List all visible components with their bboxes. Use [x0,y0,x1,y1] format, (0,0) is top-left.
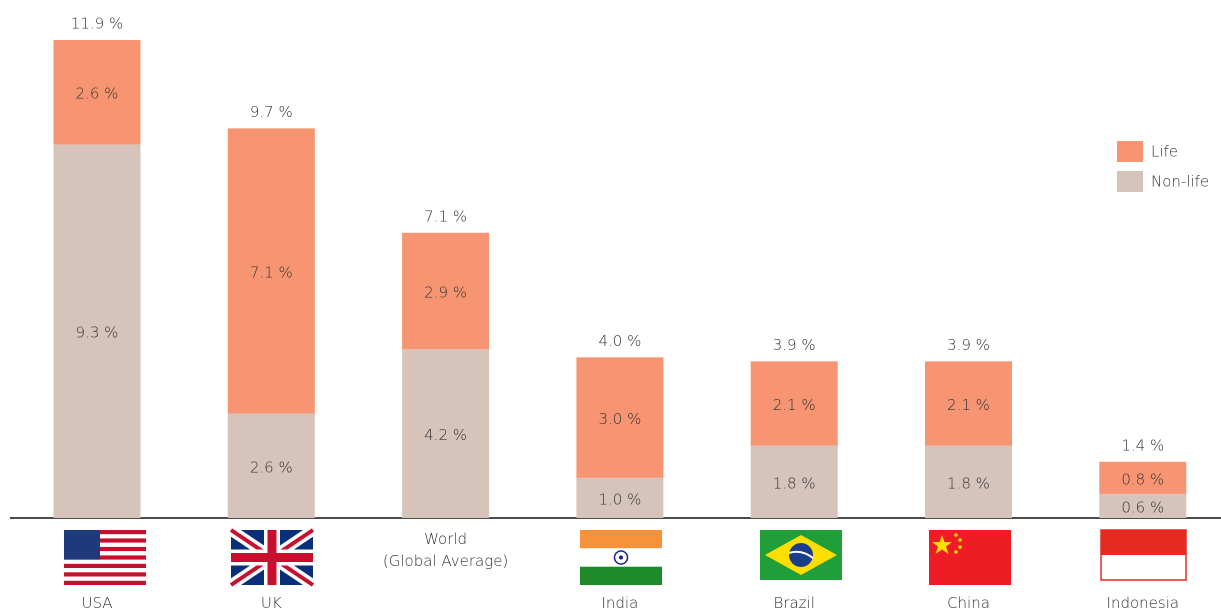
legend-swatch [1117,171,1143,192]
total-label: 1.4 % [1121,436,1164,454]
bar-segment [925,445,1012,518]
segment-label: 0.8 % [1121,470,1164,488]
bar-segment [402,349,490,518]
bar-segment [402,232,490,350]
x-tick-label: USA [81,594,113,612]
total-label: 7.1 % [424,207,467,225]
segment-label: 1.8 % [773,474,816,492]
legend-swatch [1117,141,1143,162]
bar-segment [576,477,664,518]
total-label: 4.0 % [598,332,641,350]
segment-label: 0.6 % [1121,498,1164,516]
x-tick-label: Indonesia [1106,594,1180,612]
x-tick-label: Brazil [773,594,815,612]
segment-label: 2.6 % [250,458,293,476]
total-label: 9.7 % [250,103,293,121]
total-label: 11.9 % [71,15,123,33]
bar-segment [1099,461,1187,494]
segment-label: 3.0 % [598,410,641,428]
bar-segment [576,357,664,478]
bar-segment [227,128,315,414]
segment-label: 7.1 % [250,263,293,281]
segment-label: 2.1 % [773,396,816,414]
total-label: 3.9 % [947,336,990,354]
bar-segment [925,361,1012,446]
bar-segment [1099,493,1187,518]
flag-china [929,530,1011,585]
segment-label: 1.8 % [947,474,990,492]
flag-brazil [760,530,842,580]
x-tick-label: India [601,594,639,612]
legend-label: Life [1151,143,1178,161]
x-tick-label: World (Global Average) [382,530,509,570]
bar-segment [750,361,838,446]
flag-indonesia [1100,529,1187,581]
flag-india [580,530,662,585]
legend-label: Non-life [1151,173,1209,191]
flag-usa [64,530,146,585]
segment-label: 2.9 % [424,284,467,302]
segment-label: 2.6 % [76,85,119,103]
segment-label: 2.1 % [947,396,990,414]
bar-segment [227,413,315,518]
segment-label: 1.0 % [598,490,641,508]
x-tick-label: UK [260,594,282,612]
total-label: 3.9 % [773,336,816,354]
segment-label: 9.3 % [76,324,119,342]
bar-segment [53,40,141,145]
flag-uk [227,525,317,590]
x-tick-label: China [947,594,990,612]
bar-segment [750,445,838,518]
segment-label: 4.2 % [424,426,467,444]
bar-segment [53,144,141,518]
